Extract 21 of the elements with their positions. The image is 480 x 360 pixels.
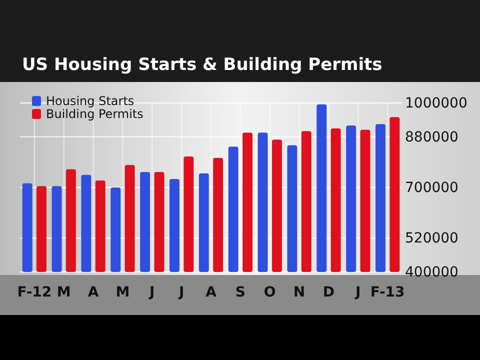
- x-tick-label: F-12: [17, 284, 52, 300]
- x-tick-label: O: [264, 284, 276, 300]
- x-tick-label: D: [322, 284, 335, 300]
- x-tick-label: J: [178, 284, 184, 300]
- x-tick-label: F-13: [370, 284, 405, 300]
- y-tick-label: 880000: [405, 129, 458, 146]
- x-tick-label: J: [148, 284, 155, 300]
- x-tick-label: M: [56, 284, 71, 300]
- chart-title: US Housing Starts & Building Permits: [22, 55, 382, 75]
- x-tick-label: J: [354, 284, 361, 300]
- y-tick-label: 1000000: [405, 95, 468, 112]
- x-tick-label: M: [116, 284, 130, 300]
- y-tick-label: 400000: [405, 264, 458, 280]
- x-tick-label: A: [88, 284, 99, 300]
- x-tick-label: S: [235, 284, 246, 300]
- x-tick-label: N: [293, 284, 306, 300]
- legend-label: Building Permits: [46, 107, 144, 121]
- x-tick-label: A: [206, 284, 217, 300]
- y-tick-label: 700000: [405, 180, 458, 196]
- legend-label: Housing Starts: [46, 94, 134, 108]
- y-tick-label: 520000: [405, 230, 458, 247]
